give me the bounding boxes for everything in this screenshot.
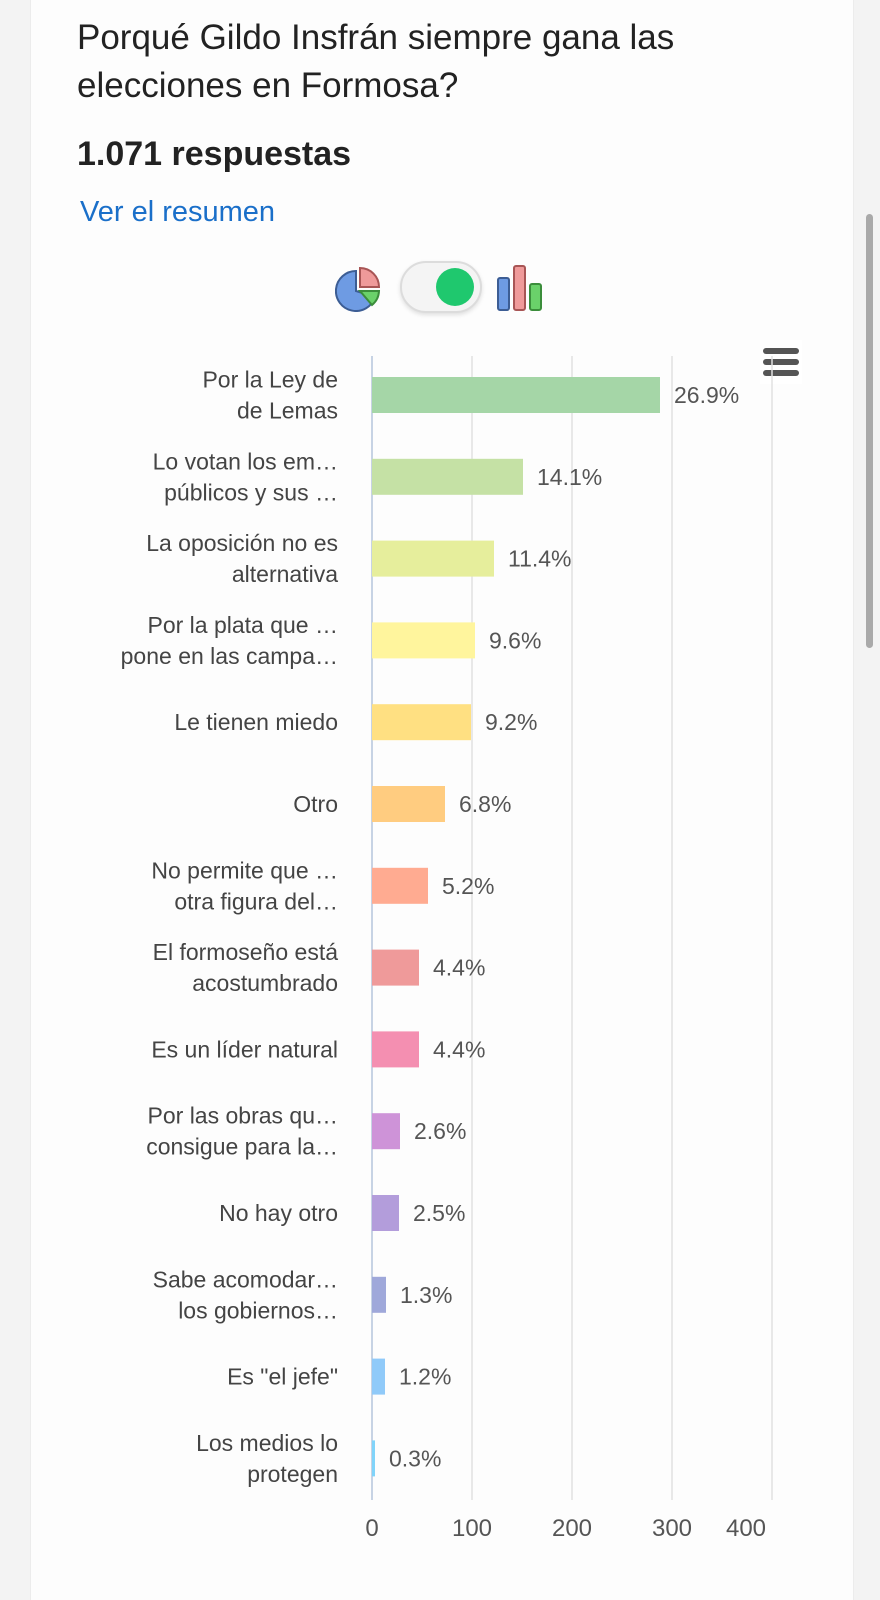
bar-percent-label: 2.6% [414, 1118, 466, 1144]
bar-percent-label: 9.2% [485, 709, 537, 735]
question-title: Porqué Gildo Insfrán siempre gana las el… [77, 18, 675, 105]
response-count: 1.071 respuestas [77, 135, 352, 173]
category-label: Es "el jefe" [227, 1364, 338, 1390]
bar-percent-label: 9.6% [489, 627, 541, 653]
pie-chart-icon[interactable] [335, 266, 381, 312]
bar-percent-label: 26.9% [674, 382, 739, 408]
bar[interactable] [372, 1113, 400, 1150]
bar[interactable] [372, 458, 523, 495]
x-tick-label: 0 [365, 1515, 378, 1542]
category-label: Sabe acomodar… [153, 1266, 338, 1292]
bar[interactable] [372, 786, 445, 822]
bar[interactable] [372, 1440, 375, 1477]
bar[interactable] [372, 1276, 386, 1313]
category-label: consigue para la… [146, 1134, 338, 1160]
category-label: alternativa [232, 561, 338, 587]
bar-percent-label: 1.3% [400, 1282, 452, 1308]
category-label: los gobiernos… [178, 1297, 338, 1323]
category-label: Es un líder natural [151, 1036, 338, 1062]
bar-percent-label: 2.5% [413, 1200, 465, 1226]
x-tick-label: 200 [552, 1515, 592, 1542]
summary-link[interactable]: Ver el resumen [80, 196, 276, 228]
bar-percent-label: 4.4% [433, 1036, 485, 1062]
bar-percent-label: 5.2% [442, 873, 494, 899]
category-label: pone en las campa… [121, 643, 338, 669]
bar[interactable] [372, 540, 494, 577]
category-label: Otro [293, 791, 338, 817]
category-label: Lo votan los em… [153, 448, 338, 474]
category-label: No permite que … [151, 857, 338, 883]
bar-percent-label: 1.2% [399, 1364, 451, 1390]
bar[interactable] [372, 1031, 419, 1068]
bar[interactable] [372, 867, 428, 904]
hamburger-menu-icon[interactable] [760, 340, 802, 384]
bar-percent-label: 11.4% [508, 546, 572, 572]
bar-percent-label: 14.1% [537, 464, 602, 490]
category-label: protegen [247, 1461, 338, 1487]
category-label: El formoseño está [153, 939, 339, 965]
category-label: Le tienen miedo [174, 709, 338, 735]
bar-percent-label: 6.8% [459, 791, 511, 817]
bar[interactable] [372, 622, 475, 659]
x-tick-label: 300 [652, 1515, 692, 1542]
bar-percent-label: 4.4% [433, 955, 485, 981]
bar[interactable] [372, 704, 471, 741]
category-label: La oposición no es [146, 530, 338, 556]
category-label: públicos y sus … [164, 479, 338, 505]
category-label: Los medios lo [196, 1430, 338, 1456]
bar-percent-label: 0.3% [389, 1445, 441, 1471]
scrollbar[interactable] [866, 214, 873, 648]
bar[interactable] [372, 1358, 385, 1395]
category-label: Por las obras qu… [148, 1103, 338, 1129]
x-tick-label: 100 [452, 1515, 492, 1542]
bar[interactable] [372, 377, 660, 413]
category-label: No hay otro [219, 1200, 338, 1226]
category-label: otra figura del… [174, 888, 338, 914]
x-tick-label: 400 [726, 1515, 766, 1542]
category-label: de Lemas [237, 398, 338, 424]
category-label: Por la plata que … [147, 612, 338, 638]
bar[interactable] [372, 1195, 399, 1231]
bar[interactable] [372, 949, 419, 986]
toggle-knob [436, 268, 474, 306]
category-label: acostumbrado [192, 970, 338, 996]
bar-chart-icon[interactable] [496, 264, 544, 312]
category-label: Por la Ley de [202, 367, 338, 393]
chart-type-toggle[interactable] [400, 261, 482, 313]
